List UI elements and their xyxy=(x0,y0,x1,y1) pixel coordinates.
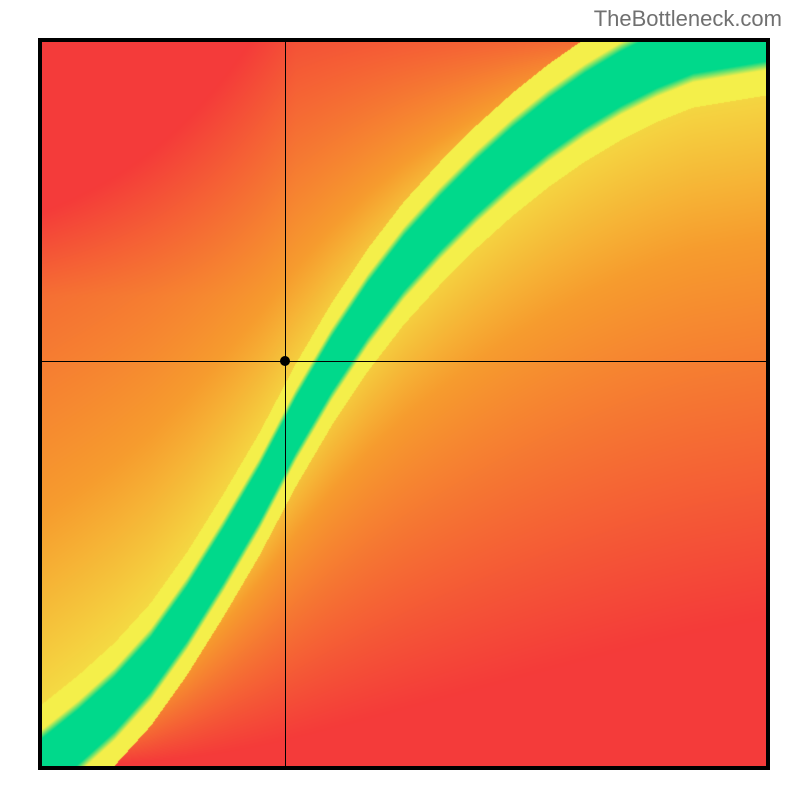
crosshair-vertical xyxy=(285,42,286,766)
chart-container: TheBottleneck.com xyxy=(0,0,800,800)
crosshair-horizontal xyxy=(42,361,766,362)
crosshair-dot xyxy=(280,356,290,366)
heatmap-plot xyxy=(38,38,770,770)
watermark-text: TheBottleneck.com xyxy=(594,6,782,32)
heatmap-canvas xyxy=(42,42,766,766)
